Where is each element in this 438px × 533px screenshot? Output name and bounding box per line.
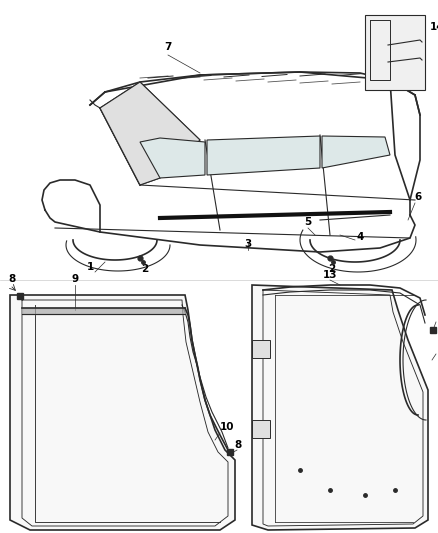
- Text: 11: 11: [437, 310, 438, 320]
- Text: 8: 8: [234, 440, 242, 450]
- Text: 4: 4: [356, 232, 364, 242]
- Polygon shape: [10, 295, 235, 530]
- Text: 6: 6: [414, 192, 422, 202]
- Text: 9: 9: [71, 274, 78, 284]
- Bar: [252, 420, 270, 438]
- Polygon shape: [140, 138, 205, 178]
- Text: 5: 5: [304, 217, 311, 227]
- Bar: [365, 15, 425, 90]
- Polygon shape: [252, 285, 428, 530]
- Polygon shape: [100, 82, 200, 185]
- Bar: [252, 340, 270, 358]
- Text: 12: 12: [437, 342, 438, 352]
- Text: 2: 2: [141, 264, 148, 274]
- Polygon shape: [322, 136, 390, 168]
- Text: 2: 2: [328, 264, 336, 274]
- Text: 3: 3: [244, 239, 251, 249]
- Text: 13: 13: [323, 270, 337, 280]
- Text: 8: 8: [8, 274, 16, 284]
- Polygon shape: [207, 136, 320, 175]
- Text: 14: 14: [430, 22, 438, 32]
- Text: 1: 1: [86, 262, 94, 272]
- Text: 7: 7: [164, 42, 172, 52]
- Text: 10: 10: [220, 422, 234, 432]
